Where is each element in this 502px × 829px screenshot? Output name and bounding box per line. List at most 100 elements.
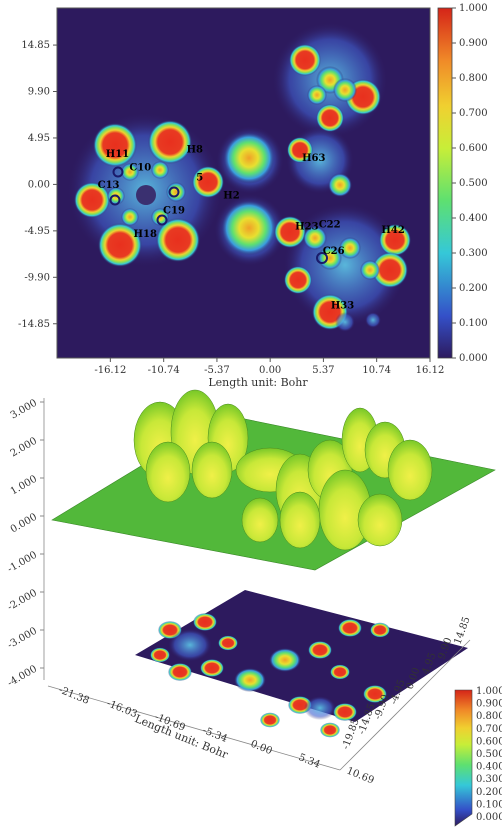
z-tick-label: -3.000: [6, 626, 39, 652]
atom-label-layer: H11 H8 C10 C13 5 C19 H2 H18 H63 H23 C22 C26 H42 H33: [98, 145, 405, 312]
projected-density-lobe: [363, 685, 387, 703]
atom-label: H63: [302, 153, 325, 164]
ring-center: [136, 185, 156, 205]
atom-center-ring: [109, 194, 121, 206]
colorbar-gradient: [437, 7, 453, 359]
heatmap-x-ticks: -16.12 -10.74 -5.37 0.00 5.37 10.74 16.12: [94, 358, 444, 376]
ring-density: [166, 182, 186, 202]
y-tick-label: 4.95: [28, 133, 50, 144]
surface-peak: [145, 441, 191, 503]
colorbar-tick-label: 0.100: [459, 318, 488, 329]
projected-density-layer: [150, 613, 390, 738]
bottom-colorbar-tick-label: 0.000: [476, 812, 502, 823]
colorbar-tick-label: 0.400: [459, 213, 488, 224]
heatmap-panel: H11 H8 C10 C13 5 C19 H2 H18 H63 H23 C22 C26 H42 H33 -…: [18, 7, 444, 389]
z-axis-ticks: 3.000 2.000 1.000 0.000 -1.000 -2.000 -3.000 -4…: [6, 398, 44, 689]
projected-density-lobe: [193, 613, 217, 631]
atom-label: H8: [187, 145, 203, 156]
surface-peak: [387, 439, 433, 501]
density-lobe: [223, 132, 275, 184]
ring-density: [307, 85, 327, 105]
projected-density-lobe: [168, 628, 212, 662]
ring-density: [318, 246, 342, 270]
density-lobe: [372, 252, 408, 288]
bottom-y-axis: [339, 639, 471, 771]
ring-density: [360, 260, 380, 280]
atom-label: H33: [331, 300, 354, 311]
colorbar-tick-label: 0.000: [459, 353, 488, 364]
y-tick-label: 0.00: [28, 179, 50, 190]
z-tick-label: 2.000: [9, 436, 39, 460]
density-lobe: [98, 223, 142, 267]
colorbar-ticks: 1.000 0.900 0.800 0.700 0.600 0.500 0.400 0.300…: [452, 3, 488, 364]
density-envelope: [365, 312, 381, 328]
heatmap-density-layer: [67, 22, 411, 332]
projected-density-lobe: [320, 722, 340, 738]
colorbar-tick-label: 0.600: [459, 143, 488, 154]
ring-density: [151, 208, 169, 226]
z-tick-label: -2.000: [6, 588, 39, 614]
bottom-y-tick-label: 14.85: [452, 615, 472, 646]
density-lobe: [379, 224, 411, 256]
atom-center-ring: [168, 186, 180, 198]
projected-density-lobe: [330, 664, 350, 680]
projected-density-lobe: [218, 635, 238, 651]
z-tick-label: -1.000: [6, 550, 39, 576]
density-lobe: [287, 137, 313, 163]
atom-label: C26: [323, 246, 345, 257]
density-lobe: [316, 104, 344, 132]
density-lobe: [328, 173, 352, 197]
z-tick-label: 1.000: [9, 474, 39, 498]
colorbar-tick-label: 1.000: [459, 3, 488, 14]
colorbar-tick-label: 0.800: [459, 73, 488, 84]
heatmap-y-ticks: 14.85 9.90 4.95 0.00 -4.95 -9.90 -14.85: [18, 40, 57, 330]
density-lobe: [289, 44, 321, 76]
surface-peak: [191, 441, 233, 499]
colorbar-tick-label: 0.300: [459, 248, 488, 259]
x-tick-label: -16.12: [94, 365, 126, 376]
y-tick-label: -9.90: [24, 272, 50, 283]
bottom-colorbar-tick-label: 0.700: [476, 724, 502, 735]
x-tick-label: 16.12: [416, 365, 445, 376]
projected-density-lobe: [200, 659, 224, 677]
bottom-x-tick-label: -16.03: [105, 698, 139, 720]
projected-density-lobe: [370, 622, 390, 638]
bottom-colorbar-gradient: [454, 689, 473, 827]
atom-center-ring: [316, 252, 328, 264]
projected-density-lobe: [269, 648, 301, 672]
colorbar-tick-label: 0.200: [459, 283, 488, 294]
density-lobe: [148, 120, 192, 164]
bottom-x-tick-label: -21.38: [57, 685, 91, 707]
surface-peak: [357, 493, 403, 547]
atom-label: H18: [134, 229, 157, 240]
bottom-colorbar-tick-label: 1.000: [476, 686, 502, 697]
heatmap-frame: [56, 7, 431, 359]
atom-label: C13: [98, 180, 120, 191]
atom-label: H2: [223, 190, 239, 201]
atom-label: 5: [196, 173, 203, 184]
density-lobe: [221, 200, 277, 256]
ring-density: [151, 161, 169, 179]
projected-density-lobe: [234, 668, 266, 692]
projected-density-lobe: [150, 647, 170, 663]
heatmap-colorbar: 1.000 0.900 0.800 0.700 0.600 0.500 0.400 0.300…: [437, 3, 488, 364]
y-tick-label: -14.85: [18, 319, 50, 330]
x-tick-label: -10.74: [148, 365, 180, 376]
density-lobe: [192, 166, 224, 198]
projected-density-lobe: [304, 696, 336, 720]
bottom-colorbar-tick-label: 0.300: [476, 774, 502, 785]
bottom-colorbar-tick-label: 0.200: [476, 787, 502, 798]
bottom-colorbar-tick-label: 0.100: [476, 799, 502, 810]
colorbar-tick-label: 0.900: [459, 38, 488, 49]
surface-peaks: [133, 389, 433, 551]
z-tick-label: 3.000: [9, 398, 39, 422]
x-tick-label: 10.74: [362, 365, 391, 376]
bottom-colorbar-tick-label: 0.400: [476, 762, 502, 773]
y-tick-label: 9.90: [28, 87, 50, 98]
density-lobe: [274, 216, 306, 248]
ring-density: [121, 208, 139, 226]
atom-center-ring: [112, 166, 124, 178]
x-tick-label: 0.00: [259, 365, 281, 376]
bottom-x-tick-label: 0.00: [249, 739, 274, 758]
